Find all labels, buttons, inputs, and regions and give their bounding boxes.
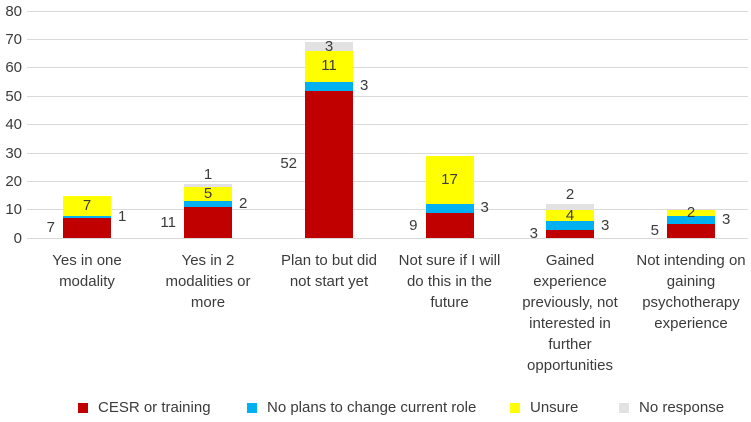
bar-segment: [184, 187, 232, 202]
bar-segment: [63, 215, 111, 219]
data-label: 3: [529, 225, 538, 243]
gridline: [27, 38, 748, 40]
bar-segment: [305, 42, 353, 51]
data-label: 3: [324, 37, 334, 55]
bar-segment: [667, 224, 715, 239]
legend-swatch-icon: [247, 403, 257, 413]
legend-label: No plans to change current role: [267, 399, 477, 416]
bar-segment: [184, 207, 232, 239]
data-label: 3: [601, 216, 610, 234]
legend-swatch-icon: [619, 403, 629, 413]
y-axis-tick-label: 10: [5, 201, 22, 219]
gridline: [27, 237, 748, 239]
gridline: [27, 180, 748, 182]
y-axis-tick-label: 60: [5, 59, 22, 77]
legend-item: No response: [619, 399, 724, 417]
bar-segment: [425, 212, 474, 239]
bar-segment: [305, 90, 353, 239]
data-label: 3: [480, 199, 489, 217]
bar-segment: [184, 184, 232, 188]
data-label: 11: [321, 57, 337, 75]
data-label: 9: [409, 216, 418, 234]
gridline: [27, 10, 748, 12]
data-label: 52: [280, 155, 297, 173]
bar-segment: [63, 195, 111, 216]
legend-label: No response: [639, 399, 725, 416]
data-label: 7: [46, 219, 55, 237]
data-label: 17: [441, 171, 458, 189]
legend-swatch-icon: [78, 403, 88, 413]
data-label: 3: [360, 77, 369, 95]
legend-swatch-icon: [510, 403, 520, 413]
x-axis-category-label: Plan to but did not start yet: [281, 252, 377, 290]
legend-label: Unsure: [530, 399, 579, 416]
data-label: 4: [565, 206, 575, 224]
bar-segment: [425, 155, 474, 205]
data-label: 11: [160, 213, 176, 231]
data-label: 1: [118, 207, 127, 225]
y-axis-tick-label: 50: [5, 87, 22, 105]
gridline: [27, 67, 748, 69]
x-axis-category-label: Yes in 2 modalities or more: [165, 252, 251, 311]
gridline: [27, 209, 748, 211]
legend-item: Unsure: [510, 399, 578, 417]
data-label: 3: [722, 210, 731, 228]
bar-segment: [546, 221, 594, 230]
y-axis-tick-label: 40: [5, 116, 22, 134]
legend-item: No plans to change current role: [247, 399, 476, 417]
data-label: 5: [650, 222, 659, 240]
y-axis-tick-label: 80: [5, 2, 22, 20]
x-axis-category-label: Gained experience previously, not intere…: [522, 252, 618, 374]
data-label: 2: [239, 195, 248, 213]
x-axis-category-label: Not sure if I will do this in the future: [398, 252, 501, 311]
y-axis-tick-label: 20: [5, 172, 22, 190]
bar-segment: [546, 204, 594, 210]
gridline: [27, 124, 748, 126]
x-axis-category-label: Not intending on gaining psychotherapy e…: [636, 252, 746, 332]
gridline: [27, 95, 748, 97]
x-axis-category-label: Yes in one modality: [52, 252, 122, 290]
legend-label: CESR or training: [98, 399, 211, 416]
y-axis-tick-label: 0: [13, 229, 22, 247]
data-label: 5: [203, 185, 213, 203]
data-label: 7: [82, 196, 92, 214]
bar-segment: [184, 201, 232, 208]
data-label: 2: [565, 186, 575, 204]
bar-segment: [667, 209, 715, 216]
y-axis-tick-label: 30: [5, 144, 22, 162]
legend-item: CESR or training: [78, 399, 211, 417]
data-label: 1: [203, 166, 213, 184]
bar-segment: [425, 204, 474, 213]
bar-segment: [63, 218, 111, 239]
bar-segment: [305, 82, 353, 91]
y-axis-tick-label: 70: [5, 30, 22, 48]
bar-segment: [546, 229, 594, 239]
bar-segment: [546, 209, 594, 222]
bar-segment: [305, 50, 353, 83]
bar-segment: [667, 215, 715, 225]
data-label: 2: [686, 203, 696, 221]
gridline: [27, 152, 748, 154]
